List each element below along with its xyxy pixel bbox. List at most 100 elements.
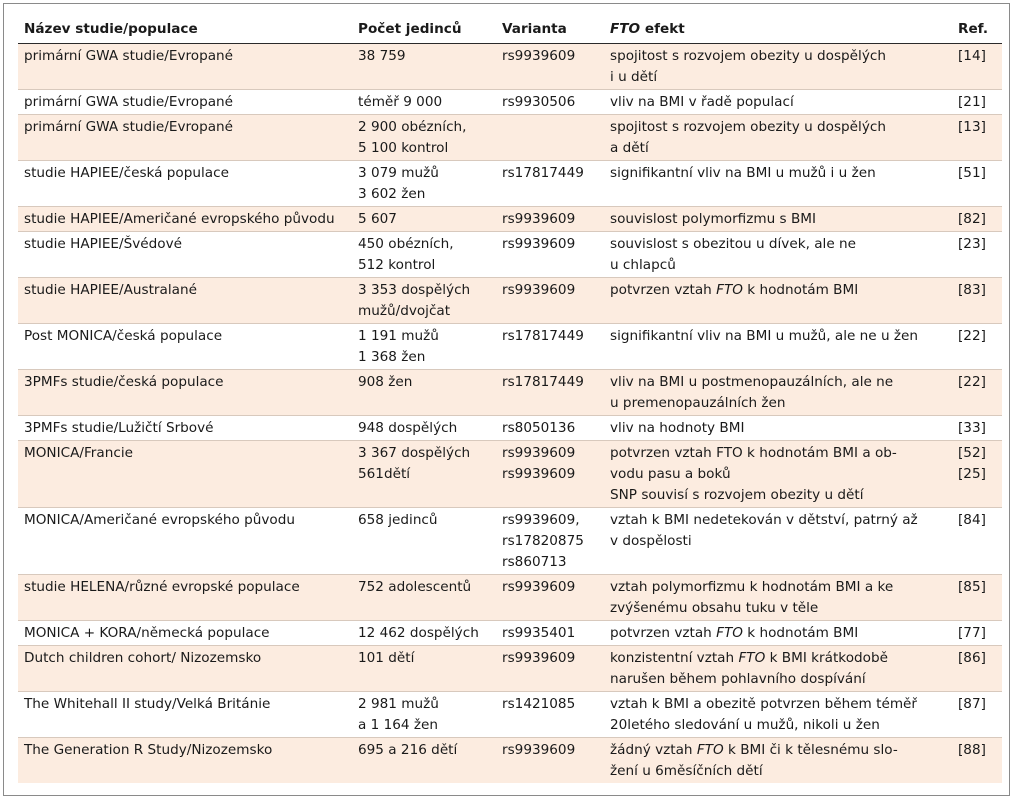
- cell-variant: rs17817449: [496, 160, 604, 207]
- table-row: MONICA + KORA/německá populace 12 462 dos…: [18, 620, 1002, 646]
- table-row: studie HAPIEE/Švédové 450 obézních, 512 k…: [18, 231, 1002, 278]
- table-row: The Whitehall II study/Velká Británie 2 9…: [18, 691, 1002, 738]
- cell-effect: vztah k BMI a obezitě potvrzen během tém…: [604, 691, 952, 738]
- table-row: primární GWA studie/Evropané téměř 9 000 r…: [18, 89, 1002, 115]
- cell-study: 3PMFs studie/Lužičtí Srbové: [18, 415, 352, 441]
- cell-ref: [85]: [952, 574, 1002, 621]
- cell-count: 752 adolescentů: [352, 574, 496, 621]
- cell-ref: [13]: [952, 114, 1002, 161]
- header-variant: Varianta: [496, 17, 604, 44]
- effect-text: spojitost s rozvojem obezity u dospělých…: [610, 119, 886, 156]
- cell-effect: spojitost s rozvojem obezity u dospělých…: [604, 114, 952, 161]
- effect-gene: FTO: [696, 742, 724, 758]
- cell-variant: rs9939609: [496, 574, 604, 621]
- table-row: 3PMFs studie/Lužičtí Srbové 948 dospělých…: [18, 415, 1002, 441]
- cell-count: 2 900 obézních, 5 100 kontrol: [352, 114, 496, 161]
- cell-study: primární GWA studie/Evropané: [18, 43, 352, 90]
- cell-variant: rs17817449: [496, 369, 604, 416]
- header-ref: Ref.: [952, 17, 1002, 44]
- cell-study: studie HAPIEE/Švédové: [18, 231, 352, 278]
- cell-variant: rs9939609, rs17820875 rs860713: [496, 507, 604, 575]
- effect-gene: FTO: [738, 650, 766, 666]
- effect-text: vliv na BMI u postmenopauzálních, ale ne…: [610, 374, 894, 411]
- effect-text: k BMI či k tělesnému slo- žení u 6měsíčn…: [610, 742, 898, 779]
- table-row: The Generation R Study/Nizozemsko 695 a 2…: [18, 737, 1002, 783]
- cell-count: 1 191 mužů 1 368 žen: [352, 323, 496, 370]
- cell-count: 2 981 mužů a 1 164 žen: [352, 691, 496, 738]
- cell-variant: rs9939609 rs9939609: [496, 440, 604, 508]
- effect-text: potvrzen vztah: [610, 625, 717, 641]
- cell-ref: [52] [25]: [952, 440, 1002, 508]
- cell-variant: rs9939609: [496, 737, 604, 783]
- effect-text: vliv na BMI v řadě populací: [610, 94, 794, 110]
- cell-count: 3 367 dospělých 561dětí: [352, 440, 496, 508]
- cell-variant: rs9939609: [496, 206, 604, 232]
- effect-text: signifikantní vliv na BMI u mužů i u žen: [610, 165, 876, 181]
- table-frame: Název studie/populace Počet jedinců Vari…: [3, 3, 1010, 796]
- cell-effect: signifikantní vliv na BMI u mužů i u žen: [604, 160, 952, 207]
- cell-effect: konzistentní vztah FTO k BMI krátkodobě …: [604, 645, 952, 692]
- table-row: studie HAPIEE/Američané evropského původ…: [18, 206, 1002, 232]
- cell-variant: rs9935401: [496, 620, 604, 646]
- effect-text: spojitost s rozvojem obezity u dospělých…: [610, 48, 886, 85]
- cell-study: MONICA + KORA/německá populace: [18, 620, 352, 646]
- cell-variant: rs17817449: [496, 323, 604, 370]
- header-count: Počet jedinců: [352, 17, 496, 44]
- cell-ref: [22]: [952, 323, 1002, 370]
- effect-text: k hodnotám BMI: [742, 282, 859, 298]
- cell-count: téměř 9 000: [352, 89, 496, 115]
- cell-count: 908 žen: [352, 369, 496, 416]
- cell-ref: [14]: [952, 43, 1002, 90]
- cell-variant: rs9930506: [496, 89, 604, 115]
- cell-effect: žádný vztah FTO k BMI či k tělesnému slo…: [604, 737, 952, 783]
- effect-text: signifikantní vliv na BMI u mužů, ale ne…: [610, 328, 919, 344]
- cell-study: studie HAPIEE/česká populace: [18, 160, 352, 207]
- table-row: 3PMFs studie/česká populace 908 žen rs1781…: [18, 369, 1002, 416]
- header-effect: FTO efekt: [604, 17, 952, 44]
- table-row: Dutch children cohort/ Nizozemsko 101 dět…: [18, 645, 1002, 692]
- table-row: studie HAPIEE/česká populace 3 079 mužů 3…: [18, 160, 1002, 207]
- cell-study: studie HAPIEE/Američané evropského původ…: [18, 206, 352, 232]
- cell-effect: potvrzen vztah FTO k hodnotám BMI: [604, 620, 952, 646]
- table-row: primární GWA studie/Evropané 2 900 obézní…: [18, 114, 1002, 161]
- cell-count: 101 dětí: [352, 645, 496, 692]
- table-body: primární GWA studie/Evropané 38 759 rs9939…: [18, 43, 1002, 783]
- cell-count: 658 jedinců: [352, 507, 496, 575]
- cell-ref: [83]: [952, 277, 1002, 324]
- cell-effect: vztah polymorfizmu k hodnotám BMI a ke z…: [604, 574, 952, 621]
- effect-text: žádný vztah: [610, 742, 697, 758]
- cell-study: Post MONICA/česká populace: [18, 323, 352, 370]
- table-row: studie HAPIEE/Australané 3 353 dospělých …: [18, 277, 1002, 324]
- effect-text: konzistentní vztah: [610, 650, 739, 666]
- effect-text: potvrzen vztah: [610, 282, 717, 298]
- cell-study: studie HELENA/různé evropské populace: [18, 574, 352, 621]
- cell-ref: [51]: [952, 160, 1002, 207]
- effect-text: vliv na hodnoty BMI: [610, 420, 745, 436]
- effect-text: k hodnotám BMI: [742, 625, 859, 641]
- cell-effect: souvislost s obezitou u dívek, ale ne u …: [604, 231, 952, 278]
- cell-effect: signifikantní vliv na BMI u mužů, ale ne…: [604, 323, 952, 370]
- header-effect-label: efekt: [640, 21, 685, 37]
- cell-study: 3PMFs studie/česká populace: [18, 369, 352, 416]
- cell-ref: [77]: [952, 620, 1002, 646]
- effect-gene: FTO: [716, 282, 743, 298]
- cell-variant: rs9939609: [496, 231, 604, 278]
- effect-text: potvrzen vztah FTO k hodnotám BMI a ob- …: [610, 445, 897, 503]
- cell-variant: rs9939609: [496, 43, 604, 90]
- cell-effect: potvrzen vztah FTO k hodnotám BMI a ob- …: [604, 440, 952, 508]
- cell-ref: [33]: [952, 415, 1002, 441]
- effect-text: souvislost s obezitou u dívek, ale ne u …: [610, 236, 856, 273]
- table-row: MONICA/Američané evropského původu 658 je…: [18, 507, 1002, 575]
- cell-ref: [88]: [952, 737, 1002, 783]
- cell-count: 3 353 dospělých mužů/dvojčat: [352, 277, 496, 324]
- cell-count: 5 607: [352, 206, 496, 232]
- table-row: primární GWA studie/Evropané 38 759 rs9939…: [18, 43, 1002, 90]
- cell-effect: vliv na BMI u postmenopauzálních, ale ne…: [604, 369, 952, 416]
- effect-text: vztah polymorfizmu k hodnotám BMI a ke z…: [610, 579, 894, 616]
- effect-text: souvislost polymorfizmu s BMI: [610, 211, 817, 227]
- cell-variant: [496, 114, 604, 161]
- cell-study: The Generation R Study/Nizozemsko: [18, 737, 352, 783]
- cell-ref: [82]: [952, 206, 1002, 232]
- cell-ref: [22]: [952, 369, 1002, 416]
- fto-studies-table: Název studie/populace Počet jedinců Vari…: [18, 17, 1002, 783]
